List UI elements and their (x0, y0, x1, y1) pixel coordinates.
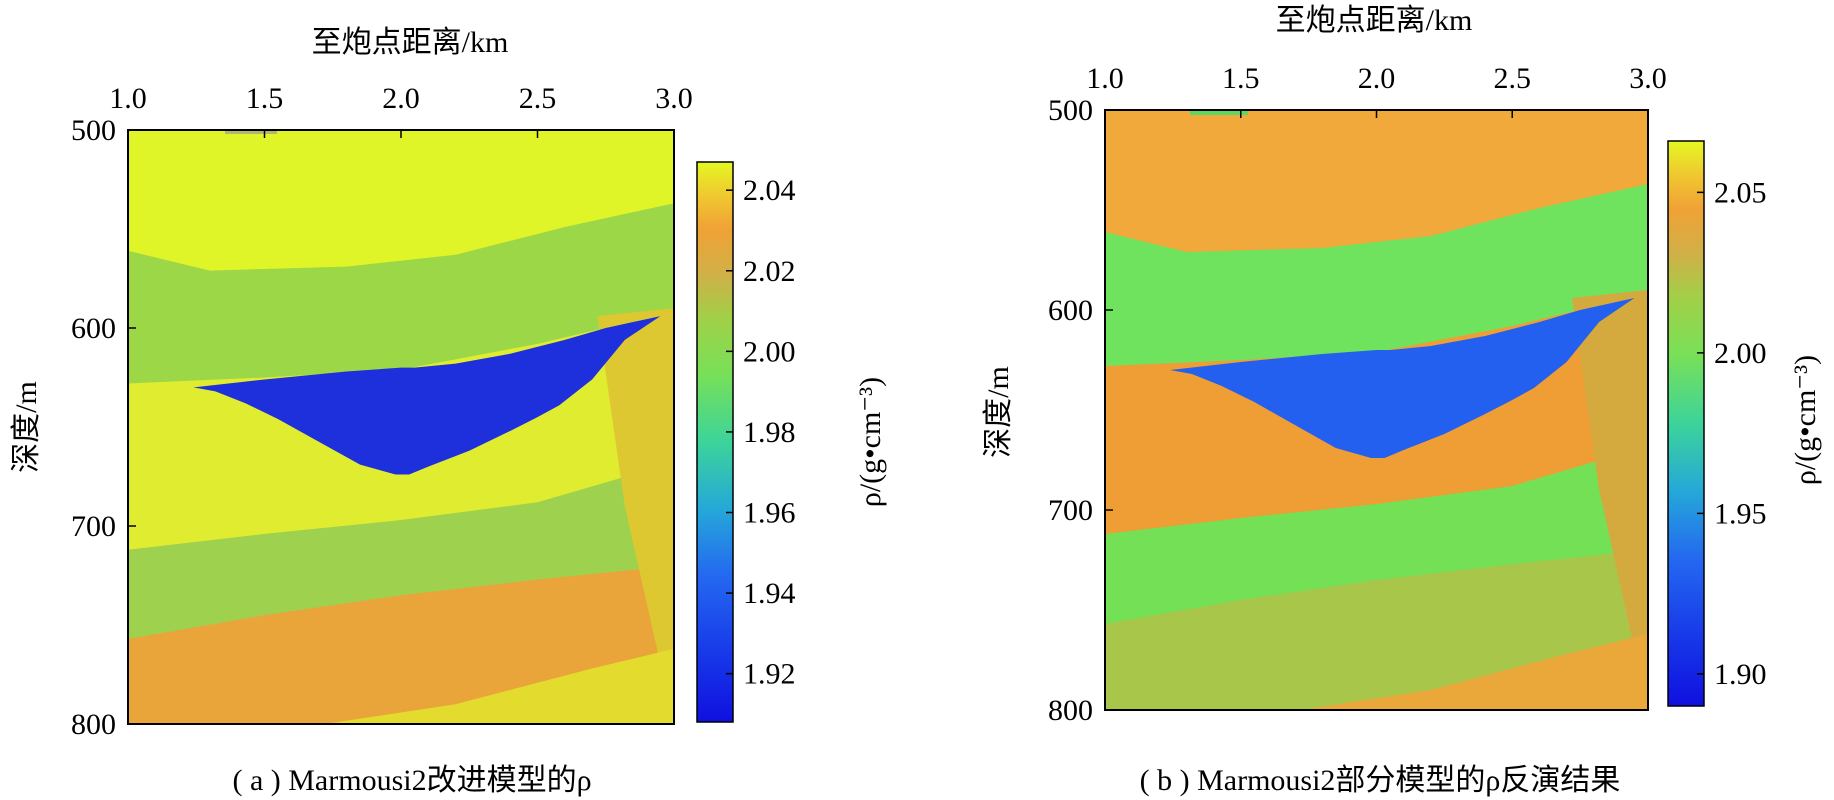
right-wedge (1571, 290, 1648, 710)
plot-area (1105, 110, 1648, 710)
colorbar-ticks: 1.92 1.94 1.96 1.98 2.00 2.02 2.04 (726, 174, 796, 691)
plot-area (128, 130, 674, 724)
panel-a: 至炮点距离/km 1.0 1.5 2.0 2.5 3.0 500 600 700 800 深度… (10, 26, 887, 797)
panel-b: 至炮点距离/km 1.0 1.5 2.0 2.5 3.0 500 600 700 800 深度… (982, 4, 1822, 797)
colorbar-tick-label: 2.05 (1714, 176, 1767, 209)
x-tick-label: 1.5 (246, 82, 284, 115)
x-ticks: 1.0 1.5 2.0 2.5 3.0 (109, 82, 693, 138)
x-tick-label: 3.0 (1629, 62, 1667, 95)
x-tick-label: 2.5 (1494, 62, 1532, 95)
x-tick-label: 2.0 (382, 82, 420, 115)
colorbar-label: ρ/(g•cm⁻³) (854, 377, 887, 507)
colorbar-tick-label: 1.92 (743, 658, 796, 691)
colorbar-tick-label: 2.04 (743, 174, 796, 207)
x-tick-label: 3.0 (655, 82, 693, 115)
colorbar (696, 161, 734, 723)
x-tick-label: 1.0 (1086, 62, 1124, 95)
layer-group (128, 130, 674, 724)
density-layer-1 (128, 130, 674, 271)
x-tick-label: 1.0 (109, 82, 147, 115)
colorbar-tick-label: 1.94 (743, 577, 796, 610)
layer-group (1105, 110, 1648, 710)
colorbar-tick-label: 1.98 (743, 416, 796, 449)
colorbar (1667, 140, 1705, 707)
y-tick-label: 600 (71, 312, 116, 345)
colorbar-tick-label: 1.96 (743, 497, 796, 530)
density-layer-1 (1105, 110, 1648, 252)
colorbar-tick-label: 1.95 (1714, 497, 1767, 530)
y-tick-label: 800 (71, 708, 116, 741)
y-axis-title: 深度/m (982, 366, 1015, 458)
colorbar-tick-label: 2.00 (1714, 337, 1767, 370)
x-tick-label: 2.5 (519, 82, 557, 115)
speck (1190, 110, 1248, 115)
colorbar-tick-label: 2.00 (743, 335, 796, 368)
bottom-wedge (1300, 634, 1648, 710)
speck (225, 130, 277, 134)
y-axis-title: 深度/m (10, 381, 43, 473)
x-axis-title: 至炮点距离/km (312, 26, 509, 59)
low-density-body (193, 316, 661, 475)
y-tick-label: 600 (1048, 294, 1093, 327)
y-ticks: 500 600 700 800 (1048, 94, 1113, 727)
y-tick-label: 800 (1048, 694, 1093, 727)
y-tick-label: 700 (1048, 494, 1093, 527)
low-density-body (1170, 298, 1635, 458)
x-tick-label: 1.5 (1222, 62, 1260, 95)
colorbar-label: ρ/(g•cm⁻³) (1789, 355, 1822, 485)
x-axis-title: 至炮点距离/km (1276, 4, 1473, 37)
y-ticks: 500 600 700 800 (71, 114, 136, 741)
colorbar-tick-label: 2.02 (743, 255, 796, 288)
colorbar-tick-label: 1.90 (1714, 658, 1767, 691)
x-tick-label: 2.0 (1358, 62, 1396, 95)
panel-caption: ( b ) Marmousi2部分模型的ρ反演结果 (1140, 764, 1621, 797)
colorbar-ticks: 1.90 1.95 2.00 2.05 (1697, 176, 1767, 691)
y-tick-label: 700 (71, 510, 116, 543)
panel-caption: ( a ) Marmousi2改进模型的ρ (232, 764, 591, 797)
right-wedge (597, 308, 674, 724)
x-ticks: 1.0 1.5 2.0 2.5 3.0 (1086, 62, 1667, 118)
y-tick-label: 500 (1048, 94, 1093, 127)
bottom-wedge (324, 648, 674, 724)
y-tick-label: 500 (71, 114, 116, 147)
